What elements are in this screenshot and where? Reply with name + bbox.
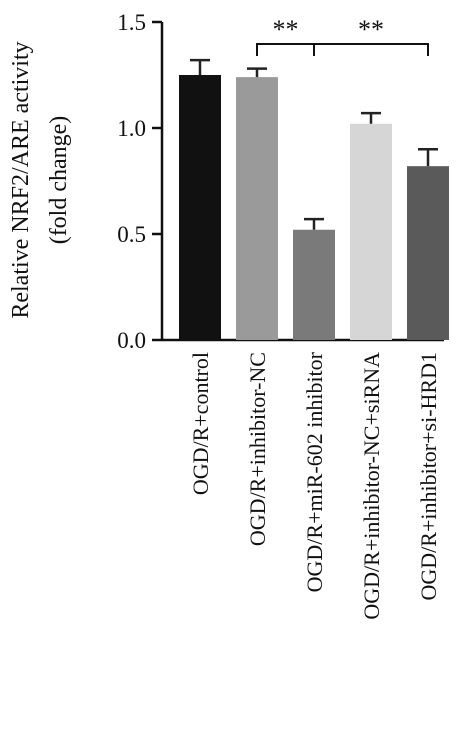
significance-bracket	[313, 43, 429, 56]
y-tick-label: 0.0	[117, 328, 146, 353]
y-axis-label-line1: Relative NRF2/ARE activity	[8, 41, 34, 318]
significance-label: **	[358, 15, 384, 44]
x-tick-label: OGD/R+inhibitor-NC+siRNA	[359, 352, 384, 620]
x-tick-label: OGD/R+control	[188, 352, 213, 495]
y-axis-label-line2: (fold change)	[46, 116, 72, 245]
bar	[293, 229, 335, 340]
x-tick-label: OGD/R+inhibitor-NC	[245, 352, 270, 546]
y-tick-label: 1.0	[117, 116, 146, 141]
x-tick-label: OGD/R+inhibitor+si-HRD1	[416, 352, 441, 601]
bar	[236, 77, 278, 341]
bar	[407, 166, 449, 340]
x-tick-label: OGD/R+miR-602 inhibitor	[302, 351, 327, 592]
y-tick-label: 0.5	[117, 222, 146, 247]
bar	[350, 123, 392, 340]
y-tick-label: 1.5	[117, 10, 146, 35]
bar	[179, 75, 221, 340]
significance-bracket	[256, 43, 315, 56]
significance-label: **	[273, 15, 299, 44]
